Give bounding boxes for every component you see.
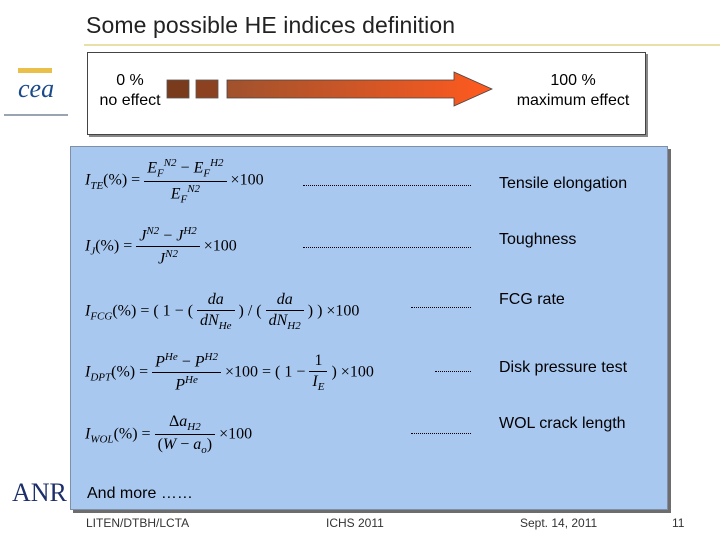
formula-ite: ITE(%) = EFN2 − EFH2 EFN2 ×100 (85, 157, 264, 206)
effect-square-2 (195, 79, 219, 99)
leader-dots (435, 371, 471, 372)
footer-date: Sept. 14, 2011 (520, 516, 598, 530)
formula-idpt: IDPT(%) = PHe − PH2 PHe ×100 = ( 1 − 1 I… (85, 351, 374, 394)
cea-logo-text: cea (18, 74, 55, 103)
anr-logo: ANR (12, 478, 67, 507)
formula-panel: ITE(%) = EFN2 − EFH2 EFN2 ×100 Tensile e… (70, 146, 668, 510)
index-row-tensile: ITE(%) = EFN2 − EFH2 EFN2 ×100 Tensile e… (71, 153, 667, 217)
index-row-wol: IWOL(%) = ΔaH2 (W − ao) ×100 WOL crack l… (71, 409, 667, 471)
index-label: Toughness (499, 231, 577, 248)
formula-ifcg: IFCG(%) = ( 1 − ( da dNHe ) / ( da dNH2 … (85, 291, 360, 333)
effect-scale-min: 0 % no effect (94, 71, 166, 111)
index-row-fcg: IFCG(%) = ( 1 − ( da dNHe ) / ( da dNH2 … (71, 283, 667, 345)
title-underline (84, 44, 720, 46)
effect-min-text: no effect (99, 92, 161, 109)
index-label: WOL crack length (499, 415, 626, 432)
cea-logo-bar (18, 68, 52, 73)
formula-iwol: IWOL(%) = ΔaH2 (W − ao) ×100 (85, 413, 253, 457)
footer-conference: ICHS 2011 (326, 516, 384, 530)
index-row-disk: IDPT(%) = PHe − PH2 PHe ×100 = ( 1 − 1 I… (71, 347, 667, 409)
index-label: Tensile elongation (499, 175, 628, 192)
slide-title: Some possible HE indices definition (86, 12, 456, 38)
index-label: Disk pressure test (499, 359, 628, 376)
and-more-text: And more …… (87, 485, 193, 502)
leader-dots (303, 185, 471, 186)
effect-max-percent: 100 % (550, 72, 596, 89)
cea-logo: cea (4, 68, 68, 124)
effect-scale-max: 100 % maximum effect (507, 71, 639, 111)
effect-min-percent: 0 % (116, 72, 144, 89)
footer-org: LITEN/DTBH/LCTA (86, 516, 190, 530)
effect-square-1 (166, 79, 190, 99)
index-label: FCG rate (499, 291, 565, 308)
effect-max-text: maximum effect (516, 92, 630, 109)
leader-dots (411, 307, 471, 308)
effect-arrow-graphic (166, 71, 493, 107)
leader-dots (411, 433, 471, 434)
effect-scale-box: 0 % no effect 100 % maximum effect (87, 52, 646, 135)
formula-ij: IJ(%) = JN2 − JH2 JN2 ×100 (85, 225, 237, 268)
leader-dots (303, 247, 471, 248)
cea-logo-tagline (4, 114, 68, 116)
effect-arrow (226, 71, 493, 107)
footer-page-number: 11 (672, 516, 685, 530)
index-row-toughness: IJ(%) = JN2 − JH2 JN2 ×100 Toughness (71, 221, 667, 281)
